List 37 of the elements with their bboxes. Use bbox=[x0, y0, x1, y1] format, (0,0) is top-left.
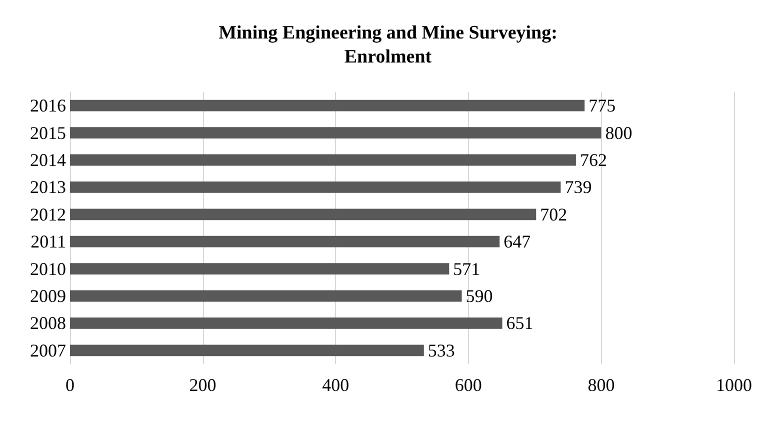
x-tick-label: 1000 bbox=[716, 375, 752, 395]
data-label: 800 bbox=[605, 122, 632, 143]
data-label: 651 bbox=[506, 313, 534, 334]
y-tick-label: 2012 bbox=[30, 204, 66, 224]
y-tick-label: 2008 bbox=[30, 313, 66, 334]
data-label: 533 bbox=[428, 340, 455, 360]
y-tick-label: 2011 bbox=[30, 232, 66, 252]
x-tick-label: 600 bbox=[454, 375, 482, 395]
x-tick-label: 400 bbox=[322, 375, 350, 395]
bar bbox=[70, 208, 536, 220]
data-label: 775 bbox=[588, 96, 616, 116]
bar bbox=[70, 344, 424, 356]
chart-title: Mining Engineering and Mine Surveying: Enrolment bbox=[218, 22, 558, 68]
x-tick-label: 800 bbox=[588, 375, 615, 395]
x-tick-label: 200 bbox=[189, 375, 216, 395]
y-tick-label: 2015 bbox=[30, 122, 66, 143]
y-tick-label: 2016 bbox=[30, 96, 66, 116]
y-tick-label: 2009 bbox=[30, 286, 66, 306]
data-label: 571 bbox=[453, 258, 480, 279]
data-label: 739 bbox=[564, 177, 592, 198]
data-label: 762 bbox=[580, 150, 607, 170]
bar bbox=[70, 263, 450, 275]
y-tick-label: 2010 bbox=[30, 258, 66, 279]
x-tick-label: 0 bbox=[66, 375, 74, 395]
bar bbox=[70, 317, 502, 329]
y-tick-label: 2007 bbox=[30, 340, 66, 360]
data-label: 702 bbox=[540, 204, 568, 224]
bar bbox=[70, 236, 500, 248]
bar bbox=[70, 181, 561, 193]
bar bbox=[70, 290, 462, 302]
data-label: 590 bbox=[466, 286, 493, 306]
y-tick-label: 2014 bbox=[30, 150, 66, 170]
bar bbox=[70, 100, 585, 112]
bar bbox=[70, 154, 576, 166]
y-tick-label: 2013 bbox=[30, 177, 66, 198]
bar bbox=[70, 127, 602, 139]
data-label: 647 bbox=[504, 232, 531, 252]
